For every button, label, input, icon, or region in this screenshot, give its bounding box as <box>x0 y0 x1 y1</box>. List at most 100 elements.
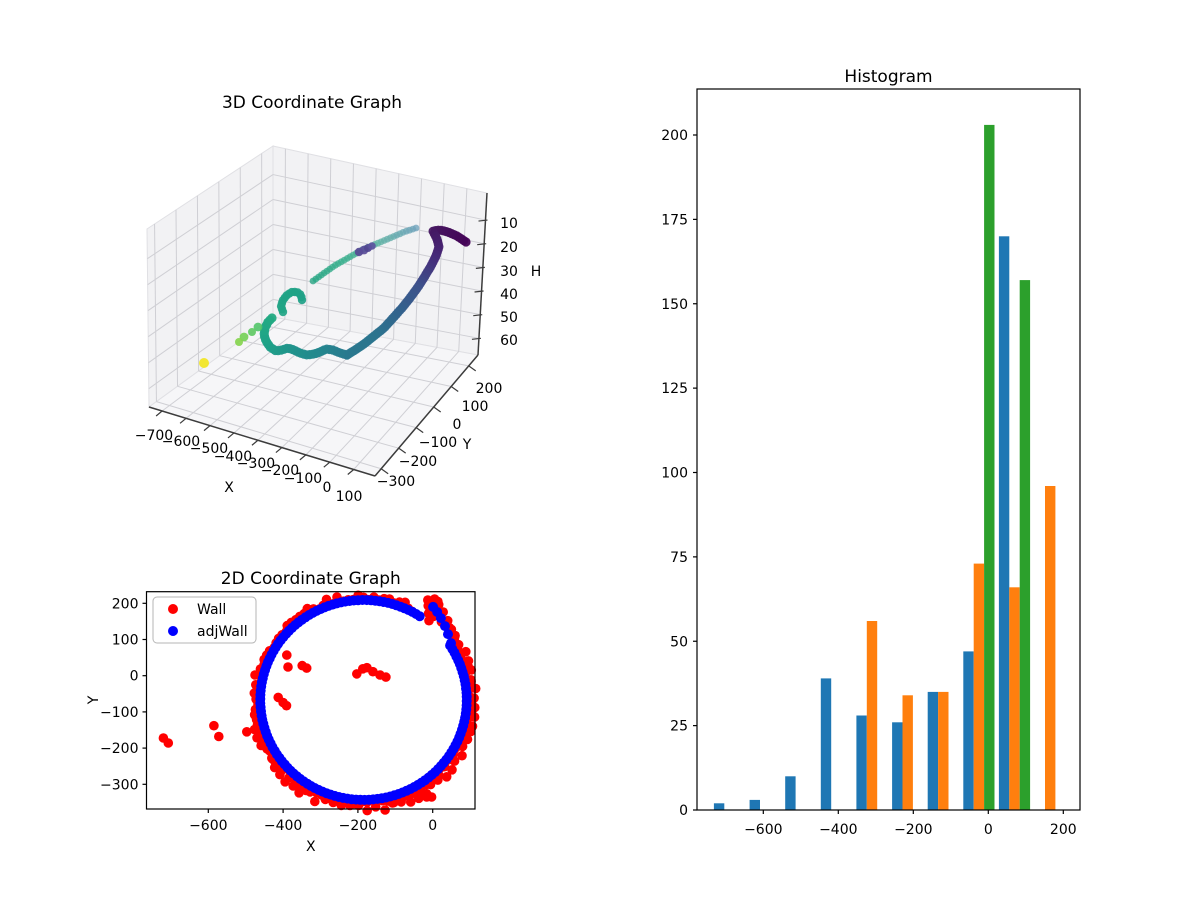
hist-bar-series-3 <box>984 124 995 810</box>
legend-marker-adjwall <box>168 626 178 636</box>
hist-bar-series-2 <box>1045 486 1056 810</box>
plot3d-y-axis-label: Y <box>462 437 472 453</box>
y-tick-label: 125 <box>661 381 688 397</box>
grid-line <box>148 274 274 364</box>
scatter-point-Wall <box>242 727 252 737</box>
grid-line <box>306 153 309 324</box>
scatter-point-Wall <box>469 693 479 703</box>
legend-label-adjwall: adjWall <box>197 624 248 640</box>
scatter-point-Wall <box>281 700 292 711</box>
hist-bar-series-1 <box>963 651 974 810</box>
grid-line <box>147 249 274 338</box>
scatter3d-point <box>297 295 307 305</box>
grid-line <box>284 148 286 320</box>
y-tick-label: 75 <box>670 550 688 566</box>
y-tick-label: 100 <box>462 399 489 415</box>
hist-bar-series-1 <box>785 776 796 811</box>
y-tick-label: −300 <box>100 777 138 793</box>
y-tick-mark <box>433 406 442 413</box>
z-tick-label: 10 <box>500 216 518 232</box>
plot3d-z-axis-label: H <box>531 264 542 280</box>
grid-line <box>218 181 221 356</box>
x-tick-label: −200 <box>339 818 377 834</box>
scatter-point-adjWall <box>443 629 453 640</box>
hist-bar-series-1 <box>892 722 903 811</box>
x-tick-mark <box>275 447 283 454</box>
z-tick-label: 20 <box>500 240 518 256</box>
y-tick-label: 25 <box>670 719 688 735</box>
scatter-point-Wall <box>269 762 280 773</box>
scatter-point-Wall <box>424 615 434 626</box>
scatter-point-Wall <box>441 772 452 782</box>
grid-line <box>272 273 481 316</box>
hist-bar-series-2 <box>973 563 985 810</box>
hist-bar-series-1 <box>998 236 1010 811</box>
hist-bar-series-1 <box>713 803 725 811</box>
grid-line <box>281 338 394 448</box>
z-tick-label: 30 <box>500 264 518 280</box>
scatter-point-adjWall <box>440 621 450 632</box>
scatter3d-point <box>412 224 420 232</box>
scatter-point-Wall <box>301 663 312 673</box>
grid-line <box>272 174 486 221</box>
hist-bar-series-1 <box>856 715 867 810</box>
y-tick-mark <box>415 427 424 434</box>
scatter-point-Wall <box>310 796 320 807</box>
histogram-frame <box>696 88 1081 811</box>
y-tick-label: 150 <box>661 297 688 313</box>
scatter-point-Wall <box>466 665 477 675</box>
grid-line <box>148 298 274 390</box>
y-tick-mark <box>380 468 389 475</box>
scatter-point-Wall <box>282 650 292 660</box>
hist-bar-series-1 <box>749 799 760 810</box>
x-axis-line <box>148 406 376 477</box>
y-tick-label: 0 <box>679 803 688 819</box>
z-tick-mark <box>475 266 485 269</box>
plot3d-title: 3D Coordinate Graph <box>222 93 402 113</box>
x-tick-label: 0 <box>323 480 332 496</box>
x-tick-mark <box>227 432 235 439</box>
x-tick-mark <box>179 417 187 424</box>
grid-line <box>371 168 377 336</box>
scatter-point-Wall <box>381 672 391 682</box>
y-tick-mark <box>468 365 477 372</box>
grid-line <box>327 158 332 328</box>
scatter-point-Wall <box>275 769 285 780</box>
grid-line <box>175 209 179 387</box>
plot2d-y-axis-label: Y <box>86 695 102 705</box>
scatter-point-Wall <box>461 646 471 657</box>
legend: Wall adjWall <box>152 596 257 644</box>
y-axis-line <box>374 354 479 477</box>
x-tick-mark <box>299 454 307 461</box>
histogram-axes: −600 −400 −200 0 200 0 25 50 75 100 125 150 175 200 <box>661 124 1077 838</box>
y-tick-label: 200 <box>476 381 503 397</box>
y-tick-label: 0 <box>130 669 139 685</box>
grid-line <box>156 401 382 470</box>
y-tick-label: 100 <box>661 466 688 482</box>
y-tick-label: 175 <box>661 212 688 228</box>
scatter-point-Wall <box>463 656 474 666</box>
scatter-point-adjWall <box>446 638 456 649</box>
scatter-point-Wall <box>288 781 299 791</box>
x-tick-mark <box>203 425 211 432</box>
z-tick-mark <box>477 243 487 246</box>
z-tick-mark <box>473 314 483 317</box>
x-tick-label: −600 <box>189 818 227 834</box>
grid-line <box>209 326 329 427</box>
x-tick-label: −700 <box>135 428 173 444</box>
scatter3d-point <box>199 358 209 368</box>
scatter-point-Wall <box>362 805 373 816</box>
x-tick-mark <box>323 461 331 468</box>
plot2d-title: 2D Coordinate Graph <box>221 569 401 589</box>
x-tick-label: −400 <box>264 818 302 834</box>
legend-marker-wall <box>168 604 178 614</box>
y-tick-label: 100 <box>112 633 139 649</box>
grid-line <box>147 174 274 260</box>
plot2d-panel: −600 −400 −200 0 200 100 0 −100 −200 −300 2D Coor… <box>86 569 481 855</box>
grid-line <box>272 298 480 339</box>
scatter-point-Wall <box>294 788 304 798</box>
scatter-point-Wall <box>214 731 224 742</box>
scatter-point-Wall <box>250 670 260 680</box>
hist-bar-series-3 <box>1019 280 1031 811</box>
